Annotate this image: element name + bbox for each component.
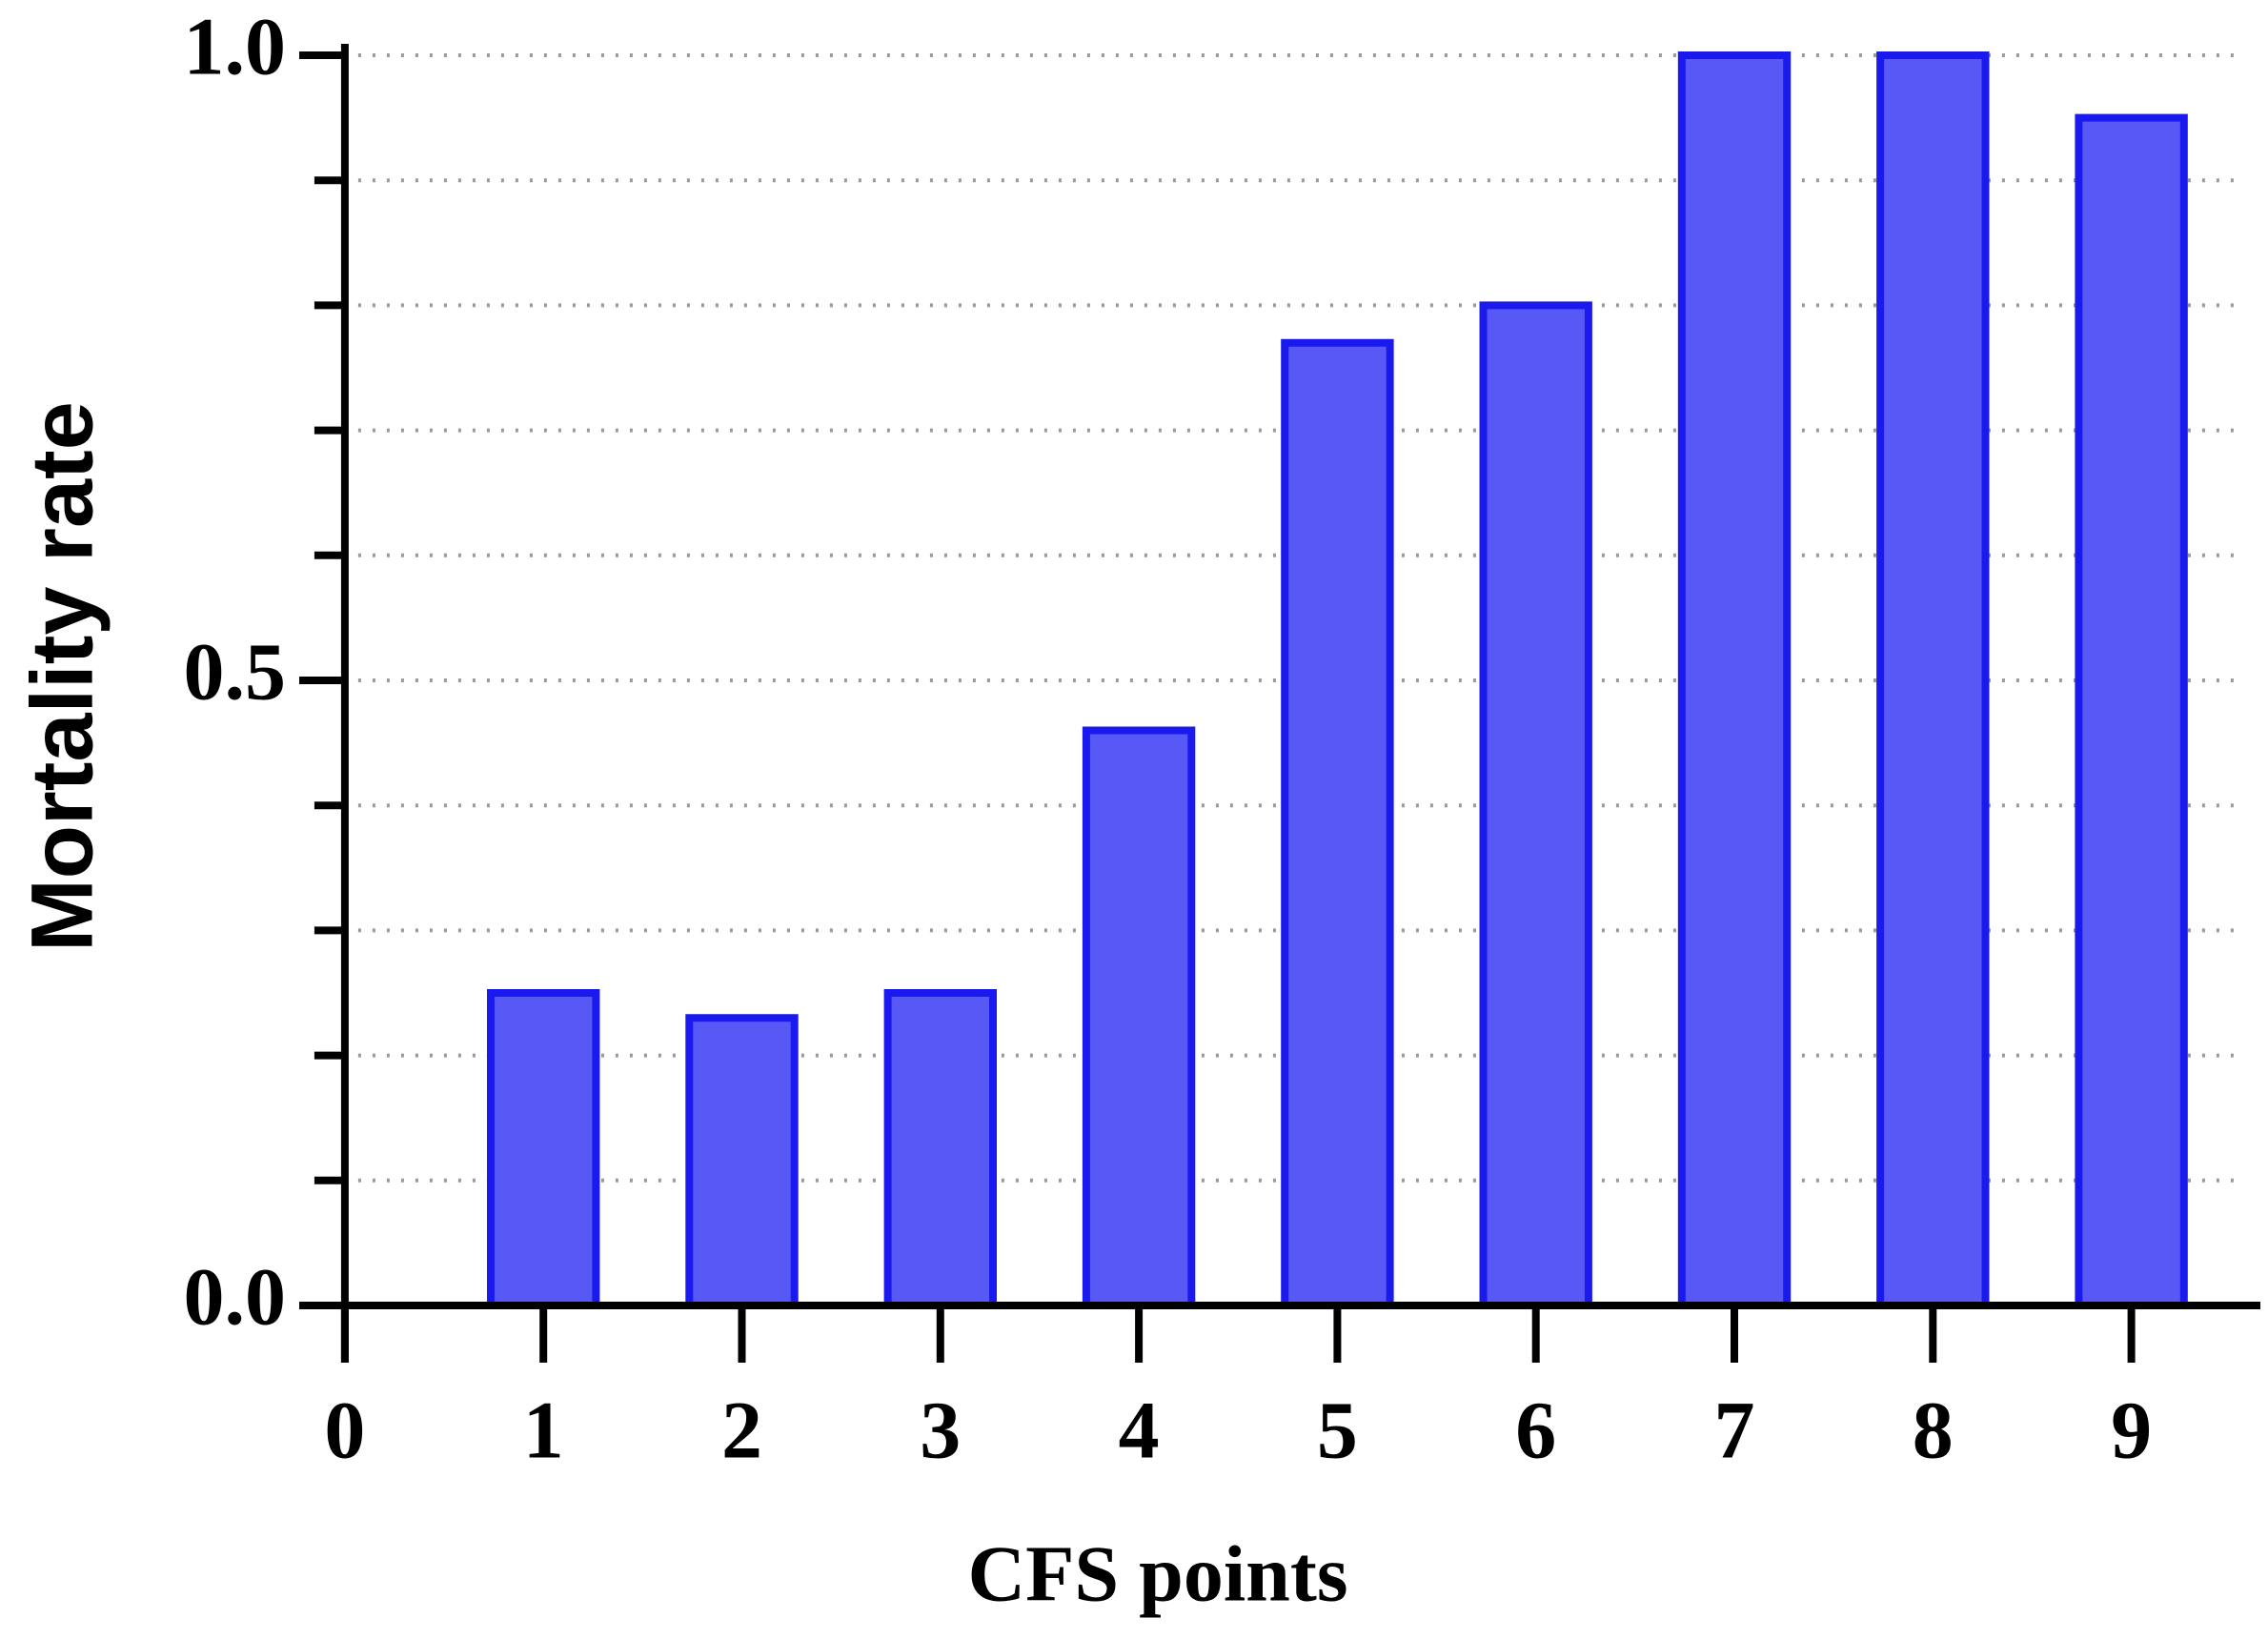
y-tick-label: 1.0 xyxy=(184,1,287,92)
bar xyxy=(1677,51,1792,1309)
y-axis-label: Mortality rate xyxy=(13,401,111,952)
bar xyxy=(1281,338,1394,1309)
x-axis-label: CFS points xyxy=(967,1529,1347,1618)
x-tick-label: 9 xyxy=(2111,1385,2152,1476)
bar xyxy=(2075,113,2188,1310)
bar xyxy=(1082,726,1196,1309)
bar xyxy=(685,1014,799,1309)
bar xyxy=(883,989,998,1309)
bar xyxy=(1479,301,1592,1309)
x-tick-label: 1 xyxy=(523,1385,564,1476)
y-tick-label: 0.0 xyxy=(184,1251,287,1343)
x-tick-label: 6 xyxy=(1515,1385,1556,1476)
bar xyxy=(487,989,600,1309)
x-tick-label: 4 xyxy=(1119,1385,1160,1476)
x-tick-label: 3 xyxy=(920,1385,961,1476)
x-tick-label: 5 xyxy=(1317,1385,1358,1476)
x-tick-label: 0 xyxy=(324,1385,365,1476)
bar xyxy=(1876,51,1990,1309)
y-tick-label: 0.5 xyxy=(184,626,287,718)
x-tick-label: 8 xyxy=(1913,1385,1954,1476)
x-tick-label: 2 xyxy=(721,1385,762,1476)
x-tick-label: 7 xyxy=(1714,1385,1755,1476)
